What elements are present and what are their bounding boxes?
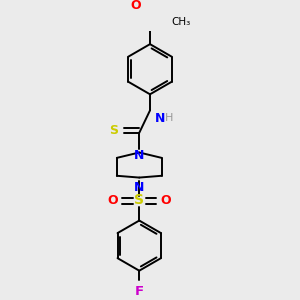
Text: N: N bbox=[134, 149, 144, 162]
Text: S: S bbox=[134, 193, 144, 207]
Text: F: F bbox=[135, 285, 144, 298]
Text: N: N bbox=[155, 112, 166, 125]
Text: O: O bbox=[107, 194, 118, 207]
Text: O: O bbox=[130, 0, 141, 12]
Text: N: N bbox=[134, 181, 144, 194]
Text: O: O bbox=[161, 194, 171, 207]
Text: H: H bbox=[165, 113, 174, 123]
Text: CH₃: CH₃ bbox=[172, 17, 191, 27]
Text: S: S bbox=[109, 124, 118, 137]
